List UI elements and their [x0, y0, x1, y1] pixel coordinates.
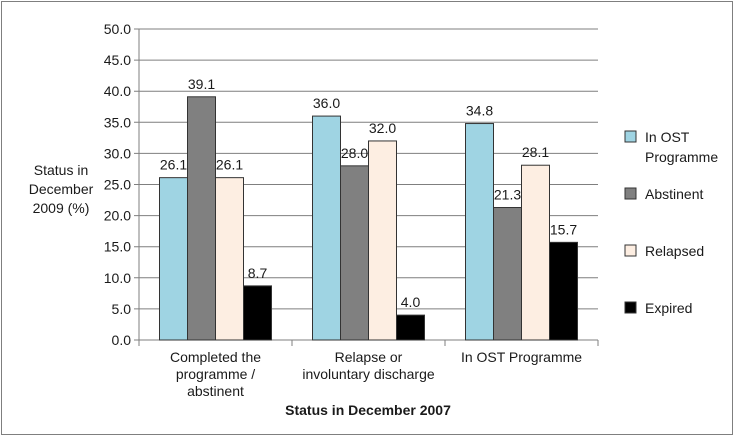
data-label: 8.7 — [248, 265, 268, 281]
data-label: 26.1 — [160, 157, 187, 173]
data-label: 28.0 — [341, 145, 368, 161]
bar — [493, 207, 522, 341]
data-label: 39.1 — [188, 76, 215, 92]
y-tick-label: 20.0 — [104, 208, 131, 224]
legend-swatch — [624, 187, 637, 200]
x-axis-title: Status in December 2007 — [285, 402, 451, 418]
bar — [549, 241, 578, 341]
y-tick-label: 25.0 — [104, 177, 131, 193]
category-label: programme / — [176, 366, 255, 382]
y-tick-label: 40.0 — [104, 83, 131, 99]
bar — [243, 285, 272, 341]
category-label: abstinent — [187, 383, 244, 399]
data-label: 28.1 — [522, 144, 549, 160]
bar — [159, 177, 188, 341]
category-label: Completed the — [170, 349, 261, 365]
data-label: 34.8 — [466, 103, 493, 119]
legend-label: Relapsed — [645, 243, 704, 259]
data-label: 36.0 — [313, 95, 340, 111]
legend-label: In OST — [645, 129, 690, 145]
category-label: In OST Programme — [461, 349, 582, 365]
bar — [187, 96, 216, 341]
bar — [396, 314, 425, 341]
bar — [340, 165, 369, 341]
y-tick-label: 50.0 — [104, 21, 131, 37]
y-tick-label: 15.0 — [104, 239, 131, 255]
y-tick-label: 5.0 — [112, 301, 132, 317]
data-label: 15.7 — [550, 221, 577, 237]
y-axis-title: December — [29, 181, 94, 197]
y-axis-title: Status in — [34, 162, 88, 178]
category-label: Relapse or — [335, 349, 403, 365]
y-tick-label: 30.0 — [104, 145, 131, 161]
y-tick-label: 0.0 — [112, 332, 132, 348]
legend-swatch — [624, 301, 637, 314]
legend-label: Abstinent — [645, 186, 703, 202]
y-axis-title: 2009 (%) — [33, 200, 90, 216]
legend-label: Expired — [645, 300, 692, 316]
y-tick-label: 10.0 — [104, 270, 131, 286]
category-label: involuntary discharge — [302, 366, 435, 382]
bar — [215, 177, 244, 341]
bar — [521, 164, 550, 341]
data-label: 26.1 — [216, 157, 243, 173]
legend-label: Programme — [645, 149, 718, 165]
legend-swatch — [624, 130, 637, 143]
bar — [465, 123, 494, 341]
data-label: 32.0 — [369, 120, 396, 136]
bar — [368, 140, 397, 341]
legend-swatch — [624, 244, 637, 257]
y-tick-label: 35.0 — [104, 114, 131, 130]
data-label: 21.3 — [494, 187, 521, 203]
bar — [312, 115, 341, 341]
y-tick-label: 45.0 — [104, 52, 131, 68]
data-label: 4.0 — [401, 294, 421, 310]
